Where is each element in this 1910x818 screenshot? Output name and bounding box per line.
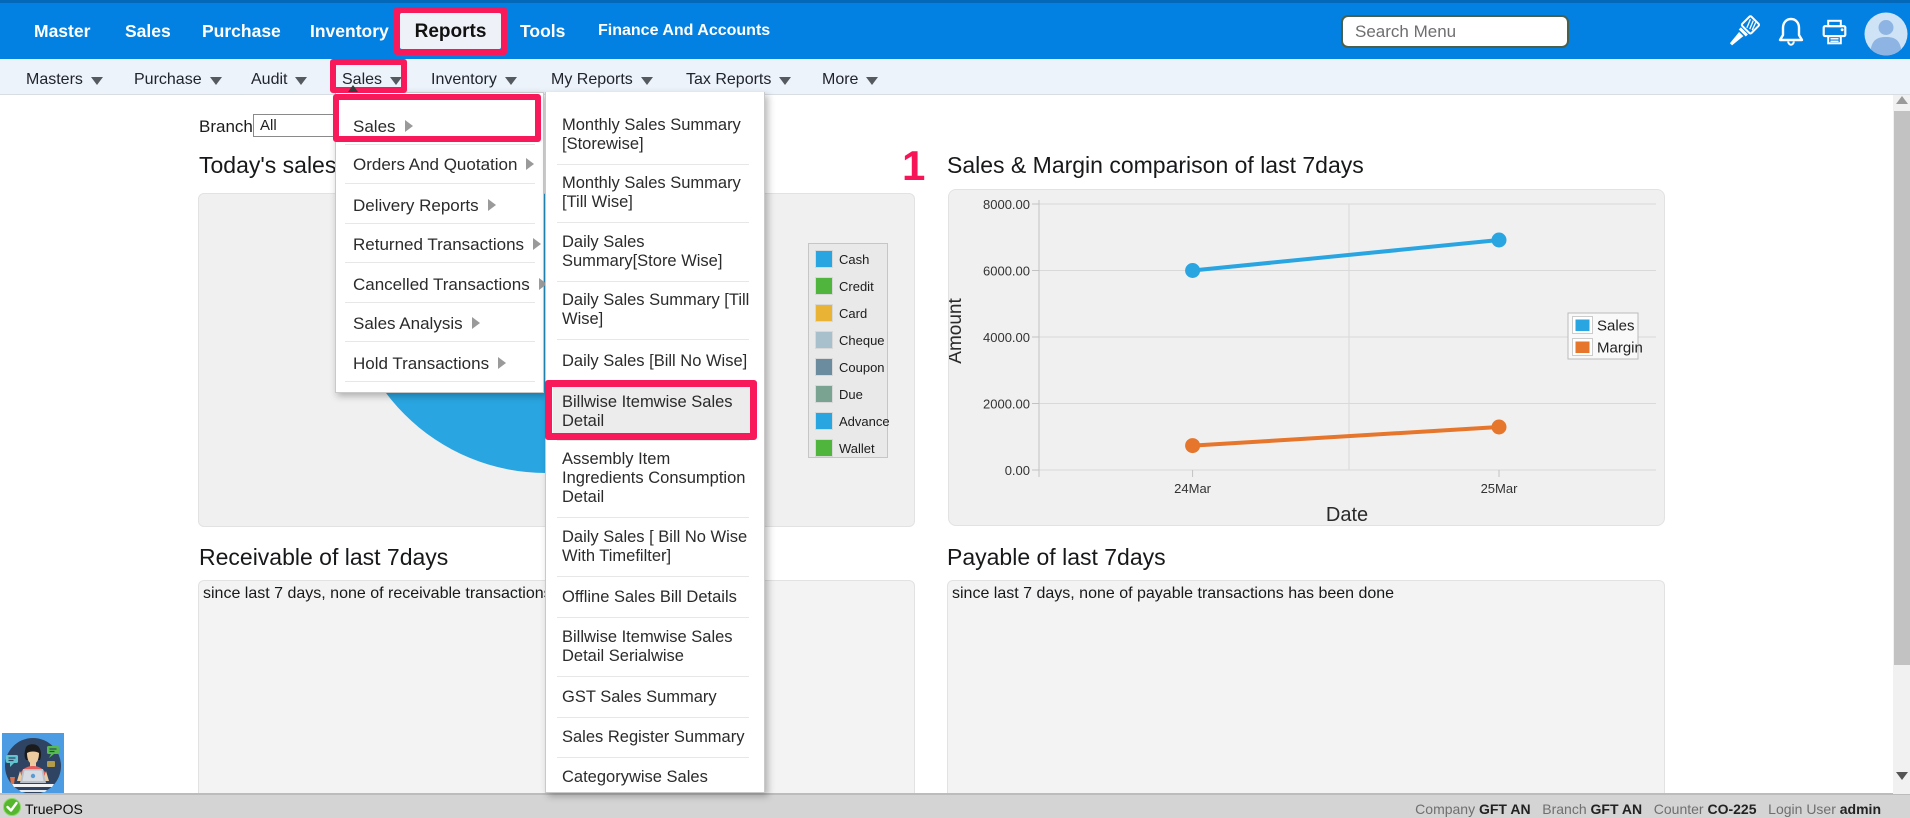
svg-text:8000.00: 8000.00 [983, 197, 1030, 212]
svg-text:24Mar: 24Mar [1174, 481, 1212, 496]
svg-text:Margin: Margin [1597, 340, 1643, 357]
svg-text:6000.00: 6000.00 [983, 264, 1030, 279]
svg-text:Sales: Sales [1597, 318, 1635, 335]
svg-text:Amount: Amount [949, 298, 966, 364]
svg-text:0.00: 0.00 [1005, 463, 1030, 478]
svg-text:Date: Date [1326, 504, 1368, 525]
svg-text:2000.00: 2000.00 [983, 397, 1030, 412]
svg-text:25Mar: 25Mar [1481, 481, 1519, 496]
svg-text:4000.00: 4000.00 [983, 330, 1030, 345]
